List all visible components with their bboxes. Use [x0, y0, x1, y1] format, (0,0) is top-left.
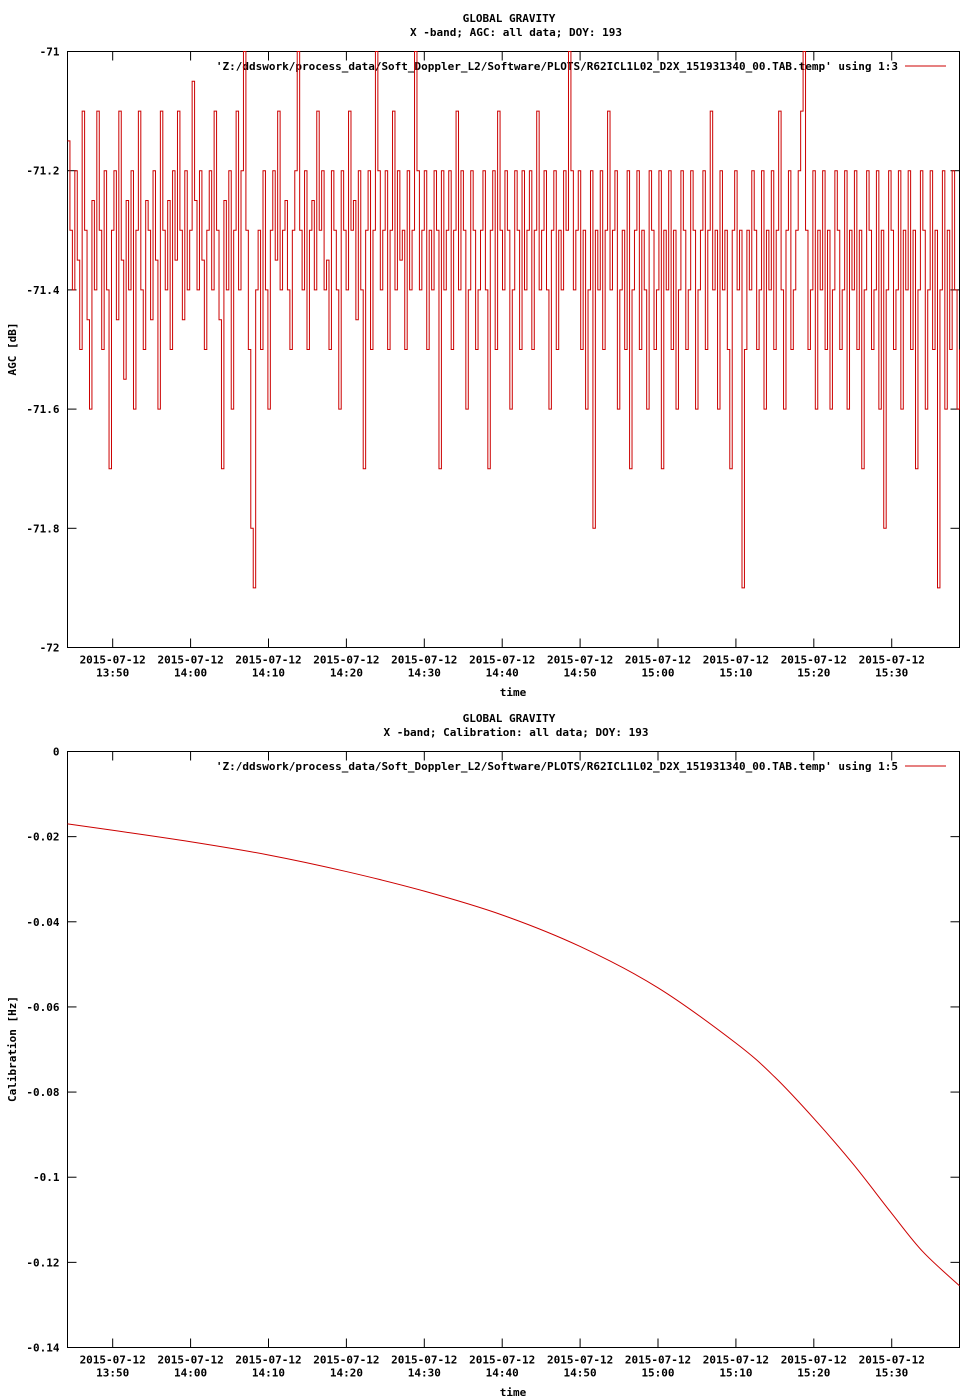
agc-legend-label: 'Z:/ddswork/process_data/Soft_Doppler_L2…	[216, 60, 898, 73]
calibration-x-tick-time: 14:10	[252, 1367, 285, 1380]
calibration-x-tick-time: 14:50	[564, 1367, 597, 1380]
agc-x-tick-date: 2015-07-12	[859, 654, 925, 667]
calibration-x-tick-time: 15:30	[875, 1367, 908, 1380]
calibration-y-axis-label: Calibration [Hz]	[6, 996, 19, 1102]
calibration-x-tick-time: 14:30	[408, 1367, 441, 1380]
calibration-y-tick-label: -0.14	[26, 1342, 59, 1355]
calibration-x-tick-time: 15:20	[797, 1367, 830, 1380]
calibration-y-tick-label: -0.1	[33, 1171, 60, 1184]
agc-x-tick-time: 15:00	[641, 667, 674, 680]
agc-x-tick-time: 14:20	[330, 667, 363, 680]
agc-x-tick-date: 2015-07-12	[781, 654, 847, 667]
calibration-x-tick-date: 2015-07-12	[391, 1354, 457, 1367]
agc-x-tick-date: 2015-07-12	[469, 654, 535, 667]
agc-series-line	[67, 51, 960, 589]
agc-x-tick-date: 2015-07-12	[703, 654, 769, 667]
calibration-y-tick-label: -0.06	[26, 1001, 59, 1014]
agc-y-tick-label: -71.6	[26, 403, 59, 416]
agc-chart-title: GLOBAL GRAVITY	[463, 12, 556, 25]
calibration-legend-label: 'Z:/ddswork/process_data/Soft_Doppler_L2…	[216, 760, 898, 773]
agc-x-tick-time: 15:10	[719, 667, 752, 680]
calibration-x-axis-label: time	[500, 1386, 527, 1399]
calibration-x-tick-date: 2015-07-12	[703, 1354, 769, 1367]
calibration-x-tick-time: 14:40	[486, 1367, 519, 1380]
calibration-chart-subtitle: X -band; Calibration: all data; DOY: 193	[384, 726, 649, 739]
agc-x-tick-time: 14:50	[564, 667, 597, 680]
agc-x-tick-date: 2015-07-12	[157, 654, 223, 667]
calibration-x-tick-date: 2015-07-12	[469, 1354, 535, 1367]
agc-y-tick-label: -71.8	[26, 522, 59, 535]
calibration-chart-title: GLOBAL GRAVITY	[463, 712, 556, 725]
agc-x-tick-time: 14:00	[174, 667, 207, 680]
agc-x-tick-date: 2015-07-12	[80, 654, 146, 667]
agc-x-tick-time: 15:20	[797, 667, 830, 680]
calibration-y-ticks: 0 -0.02 -0.04 -0.06 -0.08 -0.1 -0.12 -0.14	[26, 746, 960, 1355]
calibration-x-tick-date: 2015-07-12	[313, 1354, 379, 1367]
agc-x-ticks: 2015-07-1213:502015-07-1214:002015-07-12…	[80, 51, 925, 680]
calibration-y-tick-label: -0.12	[26, 1256, 59, 1269]
calibration-x-tick-date: 2015-07-12	[80, 1354, 146, 1367]
calibration-x-tick-date: 2015-07-12	[547, 1354, 613, 1367]
agc-y-tick-label: -71.2	[26, 165, 59, 178]
agc-x-tick-date: 2015-07-12	[391, 654, 457, 667]
agc-chart-subtitle: X -band; AGC: all data; DOY: 193	[410, 26, 622, 39]
agc-y-tick-label: -72	[40, 642, 60, 655]
agc-x-tick-time: 14:30	[408, 667, 441, 680]
agc-y-tick-label: -71	[40, 46, 60, 59]
agc-x-tick-time: 13:50	[96, 667, 129, 680]
calibration-x-tick-time: 14:00	[174, 1367, 207, 1380]
calibration-y-tick-label: -0.08	[26, 1086, 59, 1099]
calibration-x-tick-date: 2015-07-12	[625, 1354, 691, 1367]
agc-x-tick-time: 15:30	[875, 667, 908, 680]
calibration-chart: GLOBAL GRAVITY X -band; Calibration: all…	[6, 712, 960, 1399]
agc-x-tick-time: 14:10	[252, 667, 285, 680]
agc-x-tick-date: 2015-07-12	[313, 654, 379, 667]
calibration-series-line	[67, 823, 960, 1287]
calibration-plot-frame	[67, 751, 960, 1348]
calibration-x-tick-time: 13:50	[96, 1367, 129, 1380]
calibration-y-tick-label: 0	[53, 746, 60, 759]
calibration-x-tick-date: 2015-07-12	[781, 1354, 847, 1367]
agc-x-axis-label: time	[500, 686, 527, 699]
calibration-y-tick-label: -0.04	[26, 916, 59, 929]
calibration-x-tick-date: 2015-07-12	[157, 1354, 223, 1367]
agc-y-tick-label: -71.4	[26, 284, 59, 297]
calibration-x-tick-time: 15:00	[641, 1367, 674, 1380]
agc-x-tick-date: 2015-07-12	[625, 654, 691, 667]
calibration-x-ticks: 2015-07-1213:502015-07-1214:002015-07-12…	[80, 751, 925, 1380]
agc-x-tick-date: 2015-07-12	[547, 654, 613, 667]
calibration-x-tick-time: 15:10	[719, 1367, 752, 1380]
calibration-x-tick-date: 2015-07-12	[859, 1354, 925, 1367]
agc-x-tick-time: 14:40	[486, 667, 519, 680]
agc-y-axis-label: AGC [dB]	[6, 323, 19, 376]
agc-chart: GLOBAL GRAVITY X -band; AGC: all data; D…	[6, 12, 960, 699]
agc-x-tick-date: 2015-07-12	[235, 654, 301, 667]
agc-y-ticks: -71 -71.2 -71.4 -71.6 -71.8 -72	[26, 46, 960, 655]
calibration-y-tick-label: -0.02	[26, 831, 59, 844]
calibration-x-tick-time: 14:20	[330, 1367, 363, 1380]
calibration-x-tick-date: 2015-07-12	[235, 1354, 301, 1367]
